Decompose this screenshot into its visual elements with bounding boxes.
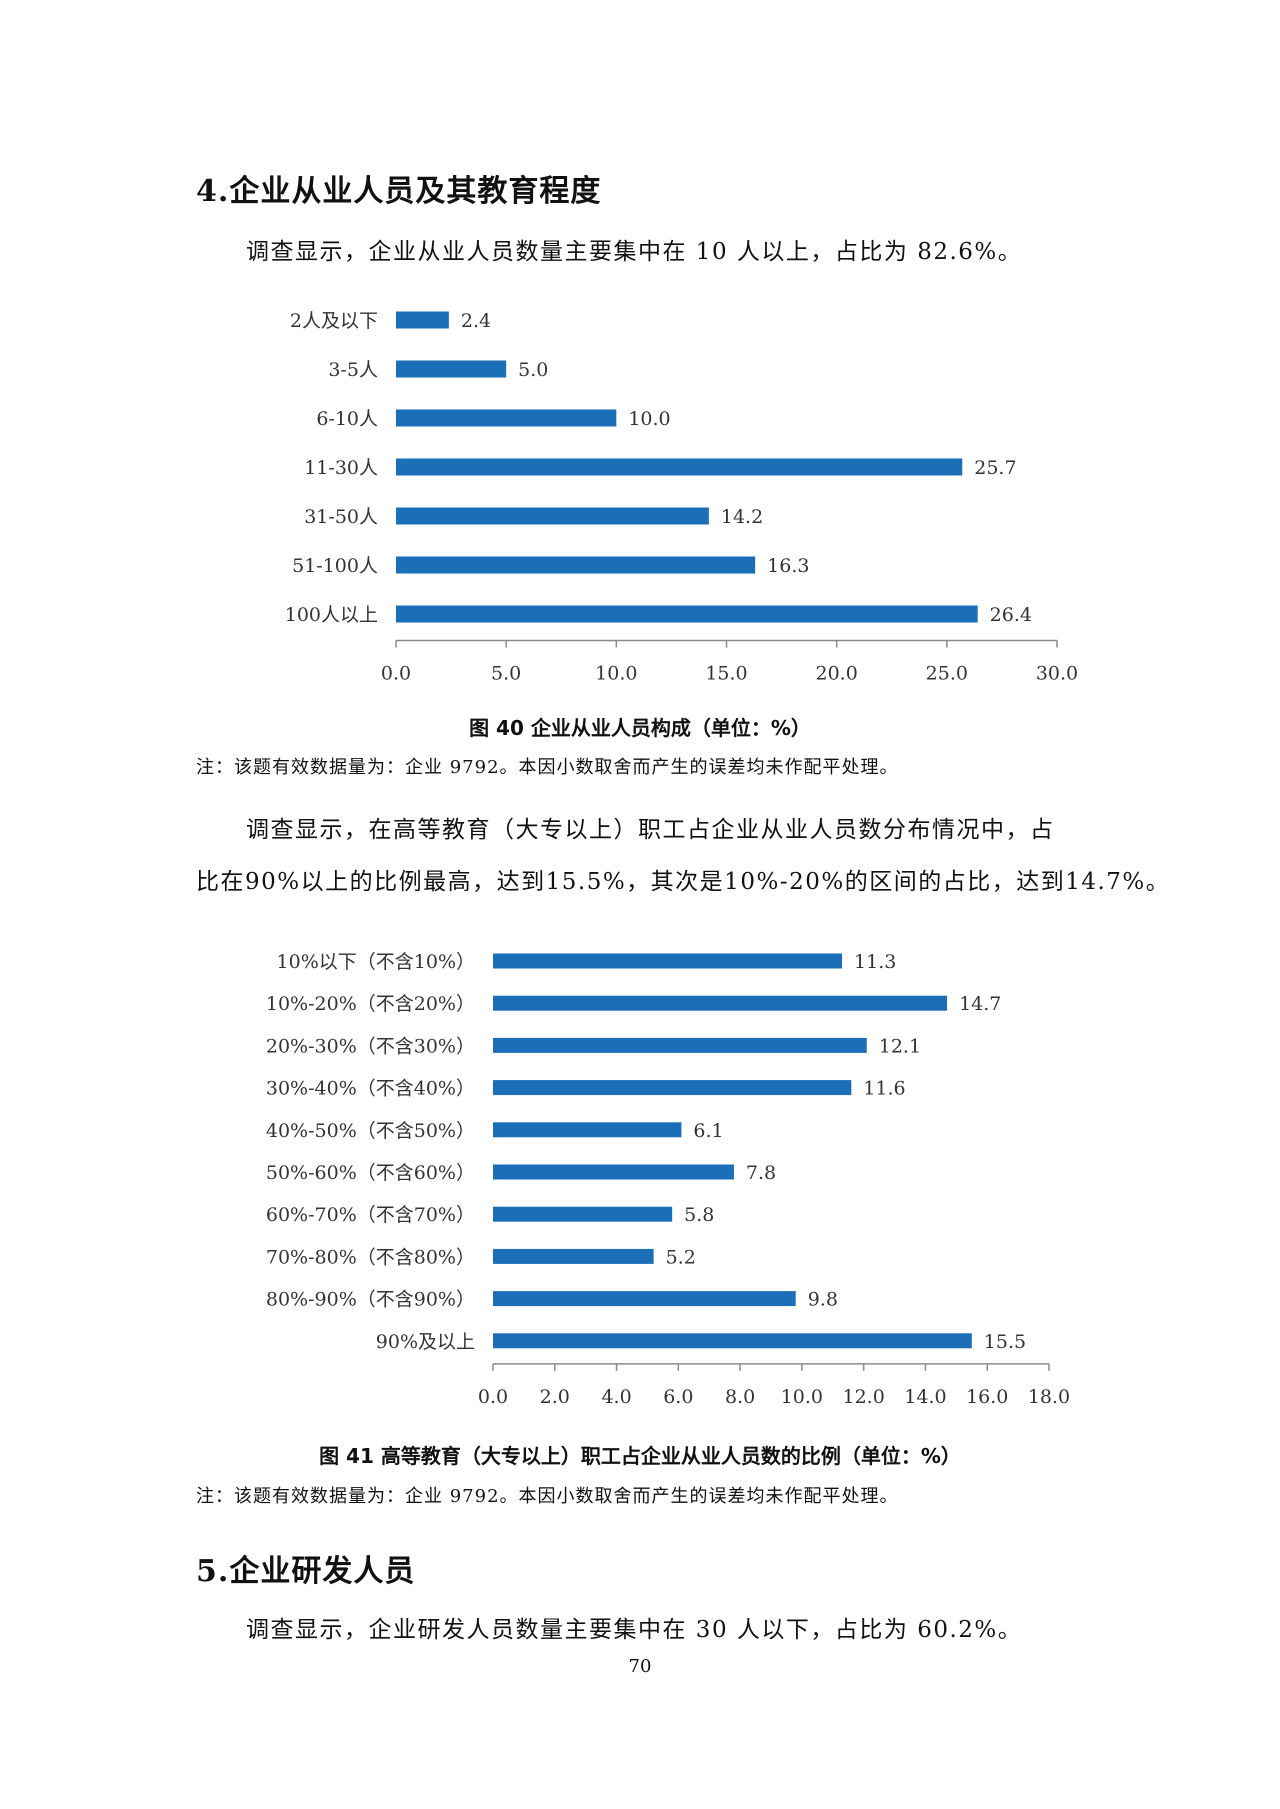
value-label: 7.8 bbox=[746, 1162, 776, 1184]
value-label: 14.2 bbox=[721, 506, 763, 528]
category-label: 51-100人 bbox=[292, 555, 378, 577]
bar bbox=[493, 1333, 972, 1349]
category-label: 60%-70%（不含70%） bbox=[266, 1204, 475, 1226]
section-4-paragraph-2-line-2: 比在90%以上的比例最高，达到15.5%，其次是10%-20%的区间的占比，达到… bbox=[196, 869, 1171, 895]
chart-employee-composition: 2人及以下 2.4 3-5人 5.0 6-10人 10.0 11-30人 25.7 31-50人… bbox=[285, 310, 1078, 685]
bar bbox=[396, 409, 617, 427]
x-tick-label: 25.0 bbox=[926, 663, 968, 685]
value-label: 6.1 bbox=[693, 1120, 723, 1142]
bar bbox=[396, 605, 978, 623]
category-label: 3-5人 bbox=[328, 359, 378, 381]
section-4-heading: 4.企业从业人员及其教育程度 bbox=[196, 174, 602, 209]
value-label: 10.0 bbox=[628, 408, 670, 430]
value-label: 11.6 bbox=[863, 1078, 905, 1100]
value-label: 16.3 bbox=[767, 555, 809, 577]
bar bbox=[493, 1080, 852, 1096]
bar bbox=[493, 1037, 867, 1053]
bar bbox=[396, 556, 756, 574]
value-label: 26.4 bbox=[990, 604, 1032, 626]
x-tick-label: 8.0 bbox=[725, 1386, 755, 1408]
x-tick-label: 4.0 bbox=[601, 1386, 631, 1408]
x-tick-label: 6.0 bbox=[663, 1386, 693, 1408]
value-label: 2.4 bbox=[461, 310, 491, 332]
category-label: 40%-50%（不含50%） bbox=[266, 1120, 475, 1142]
category-label: 10%以下（不含10%） bbox=[277, 951, 475, 973]
x-tick-label: 14.0 bbox=[904, 1386, 946, 1408]
category-label: 100人以上 bbox=[285, 604, 378, 626]
category-label: 90%及以上 bbox=[376, 1331, 475, 1353]
value-label: 14.7 bbox=[959, 993, 1001, 1015]
value-label: 5.0 bbox=[518, 359, 548, 381]
x-tick-label: 12.0 bbox=[843, 1386, 885, 1408]
value-label: 11.3 bbox=[854, 951, 896, 973]
bar bbox=[493, 1164, 734, 1180]
value-label: 5.2 bbox=[666, 1246, 696, 1268]
section-5-heading: 5.企业研发人员 bbox=[196, 1554, 416, 1589]
section-5-paragraph-1: 调查显示，企业研发人员数量主要集中在 30 人以下，占比为 60.2%。 bbox=[246, 1617, 1023, 1643]
figure-41-caption: 图 41 高等教育（大专以上）职工占企业从业人员数的比例（单位：%） bbox=[319, 1444, 961, 1468]
section-4-paragraph-1: 调查显示，企业从业人员数量主要集中在 10 人以上，占比为 82.6%。 bbox=[246, 239, 1023, 265]
bar bbox=[396, 507, 709, 525]
x-tick-label: 16.0 bbox=[966, 1386, 1008, 1408]
value-label: 9.8 bbox=[808, 1289, 838, 1311]
category-label: 11-30人 bbox=[304, 457, 378, 479]
x-tick-label: 20.0 bbox=[816, 663, 858, 685]
category-label: 20%-30%（不含30%） bbox=[266, 1035, 475, 1057]
value-label: 5.8 bbox=[684, 1204, 714, 1226]
x-tick-label: 10.0 bbox=[595, 663, 637, 685]
bar bbox=[396, 311, 449, 329]
category-label: 80%-90%（不含90%） bbox=[266, 1289, 475, 1311]
bar bbox=[493, 995, 948, 1011]
page-number: 70 bbox=[628, 1656, 652, 1677]
x-tick-label: 2.0 bbox=[540, 1386, 570, 1408]
category-label: 70%-80%（不含80%） bbox=[266, 1246, 475, 1268]
category-label: 6-10人 bbox=[316, 408, 378, 430]
value-label: 25.7 bbox=[974, 457, 1016, 479]
x-tick-label: 15.0 bbox=[705, 663, 747, 685]
bar bbox=[396, 458, 963, 476]
bar bbox=[493, 1122, 682, 1138]
bar bbox=[493, 1291, 796, 1307]
category-label: 50%-60%（不含60%） bbox=[266, 1162, 475, 1184]
value-label: 12.1 bbox=[879, 1035, 921, 1057]
category-label: 2人及以下 bbox=[290, 310, 378, 332]
figure-40-note: 注：该题有效数据量为：企业 9792。本因小数取舍而产生的误差均未作配平处理。 bbox=[196, 757, 899, 778]
category-label: 31-50人 bbox=[304, 506, 378, 528]
figure-41-note: 注：该题有效数据量为：企业 9792。本因小数取舍而产生的误差均未作配平处理。 bbox=[196, 1486, 899, 1507]
x-tick-label: 18.0 bbox=[1028, 1386, 1070, 1408]
section-4-paragraph-2-line-1: 调查显示，在高等教育（大专以上）职工占企业从业人员数分布情况中，占 bbox=[246, 817, 1055, 843]
x-tick-label: 0.0 bbox=[478, 1386, 508, 1408]
category-label: 30%-40%（不含40%） bbox=[266, 1078, 475, 1100]
bar bbox=[493, 1206, 673, 1222]
bar bbox=[396, 360, 507, 378]
chart-higher-education-ratio: 10%以下（不含10%） 11.3 10%-20%（不含20%） 14.7 20%-30… bbox=[266, 951, 1070, 1408]
figure-40-caption: 图 40 企业从业人员构成（单位：%） bbox=[469, 716, 811, 740]
bar bbox=[493, 953, 843, 969]
x-tick-label: 30.0 bbox=[1036, 663, 1078, 685]
x-tick-label: 10.0 bbox=[781, 1386, 823, 1408]
x-tick-label: 5.0 bbox=[491, 663, 521, 685]
value-label: 15.5 bbox=[984, 1331, 1026, 1353]
bar bbox=[493, 1248, 654, 1264]
x-tick-label: 0.0 bbox=[381, 663, 411, 685]
category-label: 10%-20%（不含20%） bbox=[266, 993, 475, 1015]
